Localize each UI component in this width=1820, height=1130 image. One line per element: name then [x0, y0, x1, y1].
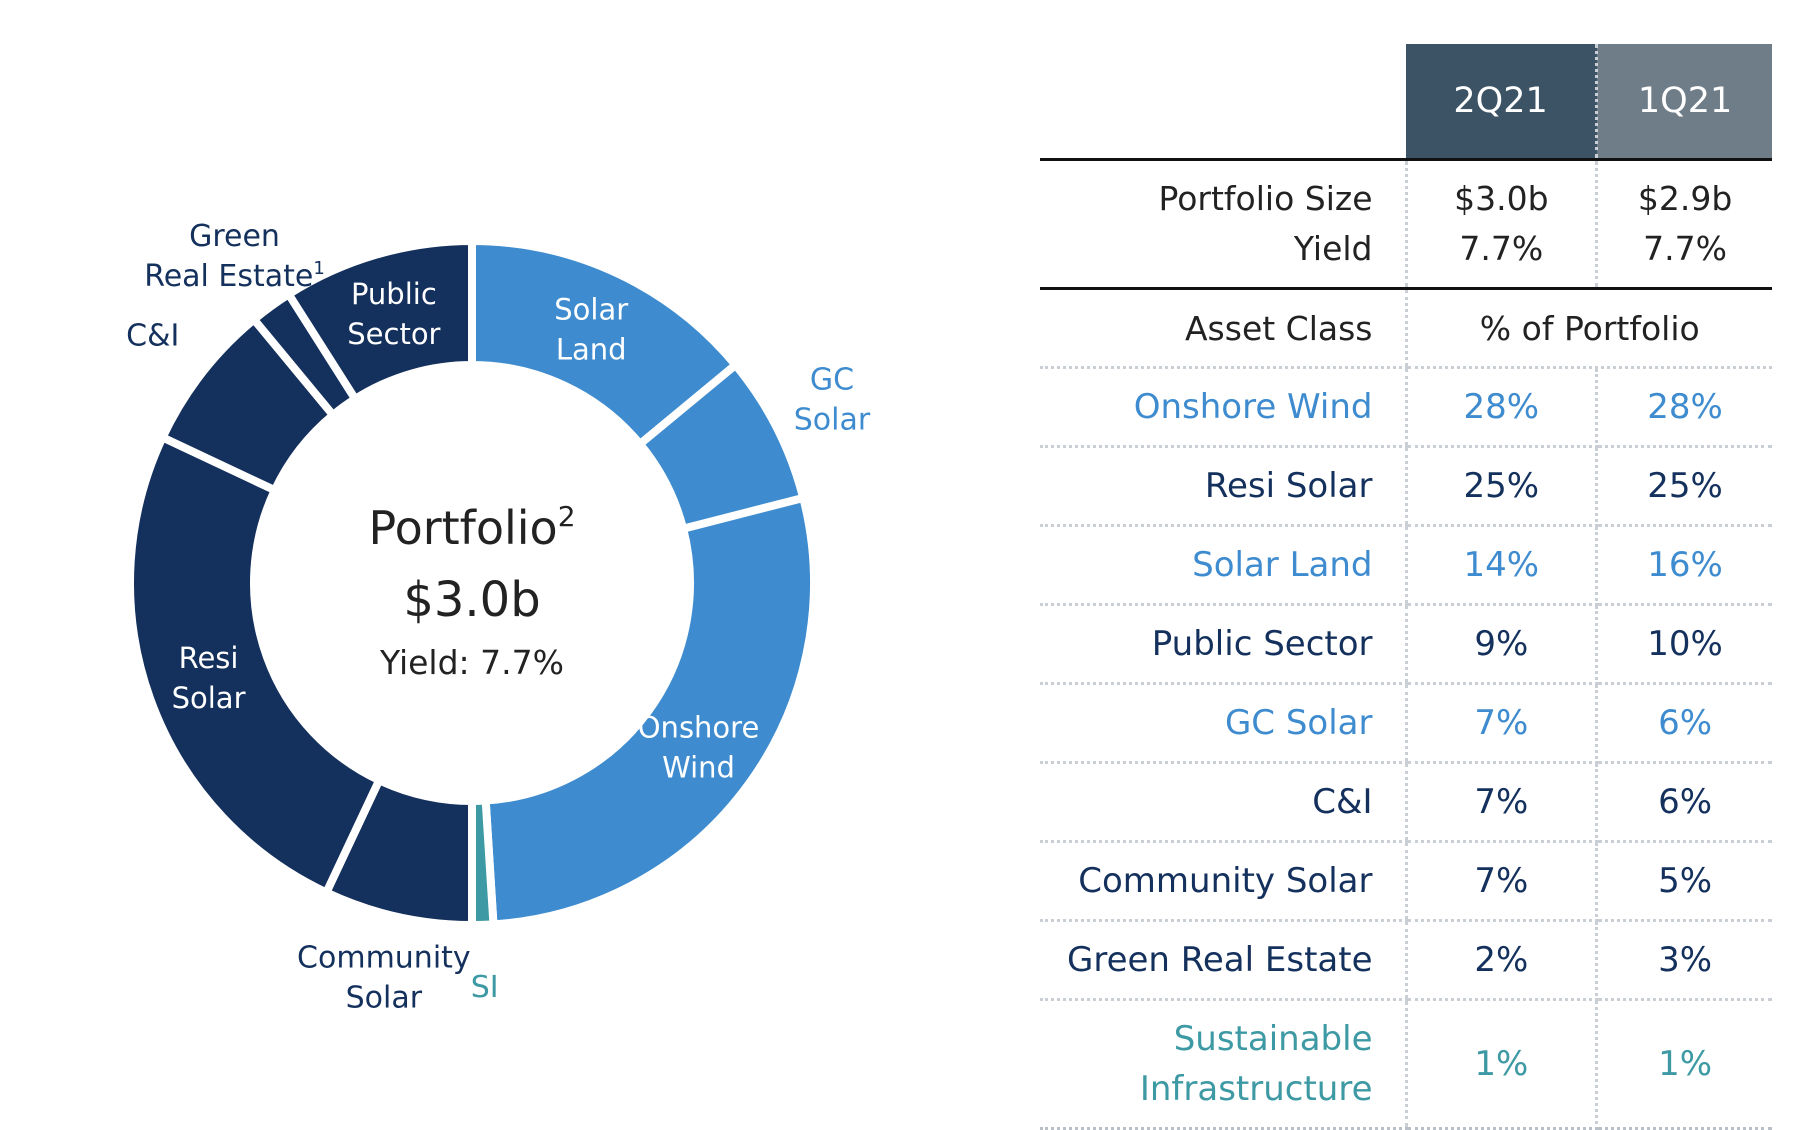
asset-class-name: Community Solar: [1040, 841, 1406, 922]
slice-public-sector: [283, 236, 476, 405]
value-current: 7%: [1404, 683, 1599, 764]
asset-class-label: Asset Class: [1040, 288, 1406, 369]
percent-of-portfolio-label: % of Portfolio: [1404, 288, 1772, 369]
value-previous: 5%: [1596, 841, 1772, 922]
table-row-public-sector: Public Sector 9% 10%: [1040, 604, 1772, 685]
asset-class-name: Resi Solar: [1040, 446, 1406, 527]
slice-onshore-wind: [481, 493, 818, 929]
yield-current: 7.7%: [1459, 229, 1544, 268]
donut-center: Portfolio2 $3.0b Yield: 7.7%: [368, 500, 575, 682]
summary-previous: $2.9b 7.7%: [1596, 158, 1772, 290]
slice-label-green-real-estate: Green Real Estate1: [144, 219, 325, 294]
value-current: 7%: [1404, 762, 1599, 843]
slice-label-solar-land: Solar Land: [554, 293, 628, 367]
column-header-previous: 1Q21: [1596, 44, 1772, 160]
center-title-superscript: 2: [558, 500, 576, 533]
table-row-onshore-wind: Onshore Wind 28% 28%: [1040, 367, 1772, 448]
center-yield: Yield: 7.7%: [379, 643, 564, 682]
value-previous: 25%: [1596, 446, 1772, 527]
slice-label-onshore-wind: Onshore Wind: [638, 711, 760, 785]
table-header-row: 2Q21 1Q21: [1040, 44, 1772, 160]
header-blank-cell: [1040, 44, 1406, 160]
value-previous: 6%: [1596, 762, 1772, 843]
summary-labels: Portfolio Size Yield: [1040, 158, 1406, 290]
yield-label: Yield: [1293, 229, 1373, 268]
slice-label-gc-solar: GC Solar: [794, 363, 871, 438]
slice-label-si: SI: [471, 970, 499, 1005]
donut-slices: [126, 236, 818, 930]
table-row-gc-solar: GC Solar 7% 6%: [1040, 683, 1772, 764]
asset-class-name: Onshore Wind: [1040, 367, 1406, 448]
value-current: 1%: [1404, 999, 1599, 1130]
value-current: 9%: [1404, 604, 1599, 685]
value-previous: 6%: [1596, 683, 1772, 764]
value-previous: 3%: [1596, 920, 1772, 1001]
slice-label-community-solar: Community Solar: [297, 940, 471, 1015]
table-row-resi-solar: Resi Solar 25% 25%: [1040, 446, 1772, 527]
portfolio-donut-chart: Portfolio2 $3.0b Yield: 7.7% Solar Land GC…: [126, 219, 871, 1015]
slice-label-public-sector: Public Sector: [347, 277, 440, 351]
slice-label-resi-solar: Resi Solar: [172, 641, 246, 715]
asset-class-name: Green Real Estate: [1040, 920, 1406, 1001]
value-previous: 10%: [1596, 604, 1772, 685]
value-current: 14%: [1404, 525, 1599, 606]
portfolio-size-label: Portfolio Size: [1158, 179, 1373, 218]
value-current: 2%: [1404, 920, 1599, 1001]
value-current: 7%: [1404, 841, 1599, 922]
portfolio-size-previous: $2.9b: [1637, 179, 1733, 218]
table-row-solar-land: Solar Land 14% 16%: [1040, 525, 1772, 606]
asset-class-name: Public Sector: [1040, 604, 1406, 685]
asset-rows: Onshore Wind 28% 28% Resi Solar 25% 25% Solar …: [1040, 367, 1772, 1130]
asset-class-header-row: Asset Class % of Portfolio: [1040, 288, 1772, 369]
asset-class-name: Solar Land: [1040, 525, 1406, 606]
value-previous: 28%: [1596, 367, 1772, 448]
yield-previous: 7.7%: [1643, 229, 1727, 268]
value-current: 25%: [1404, 446, 1599, 527]
portfolio-table: 2Q21 1Q21 Portfolio Size Yield $3.0b 7.7…: [1040, 44, 1772, 1130]
value-previous: 16%: [1596, 525, 1772, 606]
slice-resi-solar: [126, 432, 385, 898]
portfolio-size-current: $3.0b: [1454, 179, 1549, 218]
table-row-community-solar: Community Solar 7% 5%: [1040, 841, 1772, 922]
asset-class-name: Sustainable Infrastructure: [1040, 999, 1406, 1130]
slice-label-candi: C&I: [126, 318, 179, 353]
summary-row: Portfolio Size Yield $3.0b 7.7% $2.9b 7.…: [1040, 158, 1772, 290]
table-row-green-real-estate: Green Real Estate 2% 3%: [1040, 920, 1772, 1001]
value-current: 28%: [1404, 367, 1599, 448]
center-title: Portfolio2: [368, 500, 575, 555]
center-value: $3.0b: [403, 572, 540, 628]
table-row-sustainable-infrastructure: Sustainable Infrastructure 1% 1%: [1040, 999, 1772, 1130]
value-previous: 1%: [1596, 999, 1772, 1130]
asset-class-name: GC Solar: [1040, 683, 1406, 764]
asset-class-name: C&I: [1040, 762, 1406, 843]
column-header-current: 2Q21: [1406, 44, 1599, 160]
summary-current: $3.0b 7.7%: [1404, 158, 1599, 290]
table-row-candi: C&I 7% 6%: [1040, 762, 1772, 843]
